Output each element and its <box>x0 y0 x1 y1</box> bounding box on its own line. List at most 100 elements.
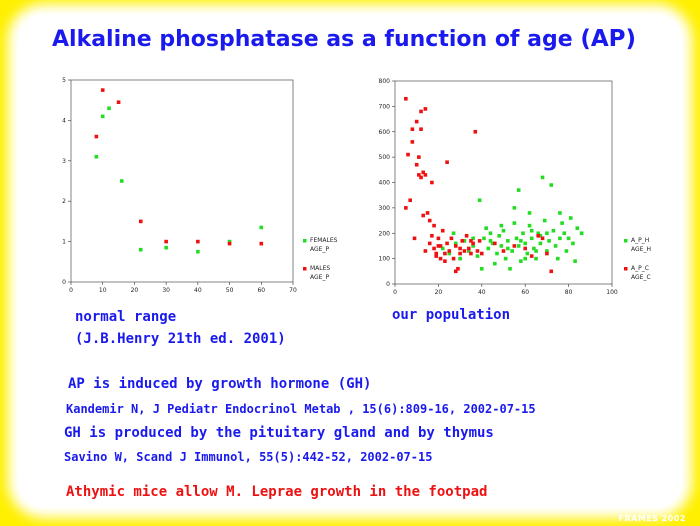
data-point <box>549 269 554 274</box>
data-point <box>417 155 421 159</box>
data-point <box>453 269 458 274</box>
data-point <box>519 259 523 263</box>
data-point <box>408 198 412 203</box>
data-point <box>488 239 493 243</box>
y-tick-label: 800 <box>379 78 391 85</box>
y-tick-label: 500 <box>379 154 391 161</box>
data-point <box>486 246 491 251</box>
data-point <box>482 236 486 241</box>
data-point <box>406 152 410 157</box>
data-point <box>430 180 434 185</box>
data-point <box>419 127 423 132</box>
data-point <box>227 239 232 244</box>
data-point <box>542 218 547 223</box>
legend-label: A_P_C <box>631 265 649 272</box>
label-our-population: our population <box>392 307 511 323</box>
data-point <box>469 251 473 256</box>
data-point <box>94 134 99 139</box>
title-main: Alkaline phosphatase as a function of ag… <box>52 27 573 52</box>
data-point <box>421 213 426 218</box>
plot-area <box>70 79 294 283</box>
data-point <box>453 244 458 248</box>
data-point <box>447 251 452 256</box>
data-point <box>538 241 543 246</box>
data-point <box>196 249 200 254</box>
data-point <box>404 96 408 101</box>
data-point <box>432 246 436 251</box>
data-point <box>545 231 549 236</box>
data-point <box>451 231 456 236</box>
data-point <box>466 249 471 253</box>
data-point <box>525 251 530 256</box>
data-point <box>443 259 447 263</box>
data-point <box>503 256 508 261</box>
data-point <box>545 251 549 256</box>
y-tick-label: 5 <box>62 77 66 84</box>
data-point <box>464 233 469 238</box>
data-point <box>447 249 452 253</box>
data-point <box>558 211 562 215</box>
data-point <box>512 221 517 225</box>
label-normal-range: normal range <box>75 309 177 325</box>
data-point <box>404 206 408 210</box>
data-point <box>529 236 534 241</box>
data-point <box>475 254 480 258</box>
data-point <box>480 251 484 256</box>
x-tick-label: 0 <box>393 289 397 296</box>
citation-savino: Savino W, Scand J Immunol, 55(5):442-52,… <box>64 450 433 464</box>
data-point <box>490 241 495 246</box>
data-point <box>523 241 527 246</box>
data-point <box>462 239 467 243</box>
x-tick-label: 80 <box>565 289 573 296</box>
x-tick-label: 100 <box>606 289 618 296</box>
data-point <box>423 107 428 111</box>
data-point <box>412 236 417 241</box>
x-tick-label: 40 <box>478 289 486 296</box>
data-point <box>477 239 482 243</box>
y-tick-label: 600 <box>379 129 391 136</box>
data-point <box>466 246 471 251</box>
data-point <box>440 246 445 251</box>
data-point <box>458 256 462 261</box>
data-point <box>566 236 571 241</box>
data-point <box>423 173 428 177</box>
data-point <box>506 246 510 251</box>
data-point <box>100 88 105 92</box>
data-point <box>449 236 454 241</box>
data-point <box>164 239 168 244</box>
data-point <box>138 219 143 224</box>
data-point <box>458 246 462 251</box>
data-point <box>536 233 541 238</box>
legend-label: FEMALES <box>310 237 338 244</box>
data-point <box>471 244 475 248</box>
x-tick-label: 10 <box>99 287 107 294</box>
data-point <box>508 266 512 271</box>
data-point <box>501 228 506 233</box>
data-point <box>506 239 510 243</box>
data-point <box>488 231 493 236</box>
data-point <box>164 245 168 250</box>
data-point <box>430 233 434 238</box>
data-point <box>438 256 443 261</box>
data-point <box>419 175 423 180</box>
data-point <box>440 228 445 233</box>
data-point <box>493 261 497 266</box>
y-tick-label: 100 <box>379 256 391 263</box>
data-point <box>512 206 517 210</box>
chart-our-population: 0 20 40 60 80 100 0 100 200 300 400 500 600 700 800 A_P… <box>379 78 651 296</box>
data-point <box>259 241 264 246</box>
data-point <box>501 249 506 253</box>
x-tick-label: 60 <box>521 289 529 296</box>
data-point <box>516 244 521 248</box>
data-point <box>575 226 580 230</box>
data-point <box>512 244 517 248</box>
chart-normal-range: 0 10 20 30 40 50 60 70 0 1 2 3 4 5 FEMALES AGE_P MALES AG… <box>62 77 338 294</box>
data-point <box>568 216 573 220</box>
data-point <box>423 249 428 253</box>
data-point <box>510 249 514 253</box>
data-point <box>571 241 575 246</box>
data-point <box>558 236 562 241</box>
data-point <box>477 198 482 203</box>
data-point <box>458 251 462 256</box>
y-tick-label: 0 <box>62 279 66 286</box>
